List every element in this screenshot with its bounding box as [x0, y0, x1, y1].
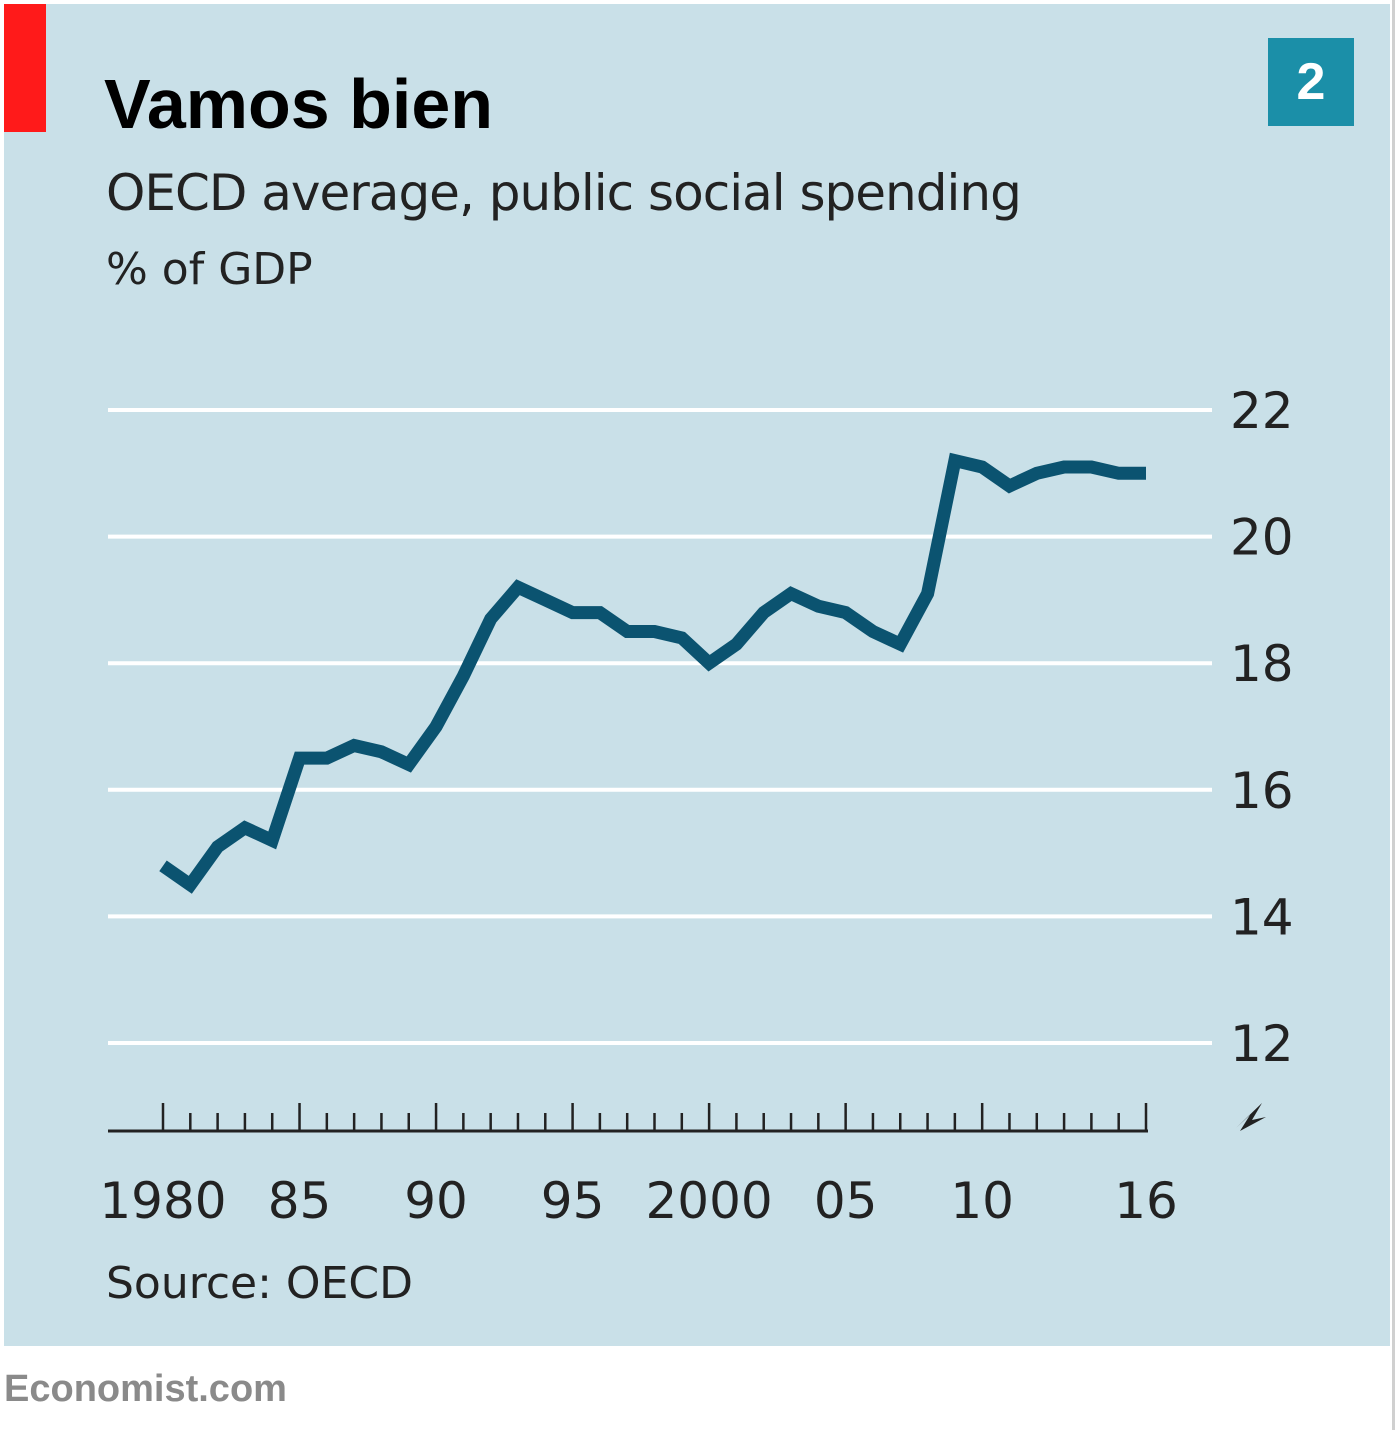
x-tick-label: 2000 [645, 1172, 772, 1230]
y-tick-label: 16 [1230, 762, 1294, 820]
y-axis-labels: 12 14 16 18 20 22 [1230, 382, 1294, 1073]
y-tick-label: 20 [1230, 509, 1294, 567]
x-tick-label: 16 [1114, 1172, 1178, 1230]
x-tick-label: 10 [950, 1172, 1014, 1230]
chart-title: Vamos bien [104, 65, 494, 143]
chart-unit: % of GDP [106, 244, 313, 295]
accent-bar [4, 4, 46, 132]
x-tick-label: 85 [268, 1172, 332, 1230]
x-tick-label: 90 [404, 1172, 468, 1230]
y-tick-label: 12 [1230, 1015, 1294, 1073]
brand-footer: Economist.com [4, 1368, 287, 1410]
chart-panel [4, 4, 1390, 1346]
chart-subtitle: OECD average, public social spending [106, 164, 1022, 222]
x-tick-label: 1980 [99, 1172, 226, 1230]
x-axis-labels: 1980 85 90 95 2000 05 10 16 [99, 1172, 1177, 1230]
x-axis [108, 1103, 1148, 1133]
series-line-0 [159, 452, 1146, 894]
x-tick-label: 05 [814, 1172, 878, 1230]
axis-break-icon [1236, 1103, 1266, 1131]
gridlines [108, 408, 1212, 1045]
source-note: Source: OECD [106, 1258, 413, 1309]
chart-number-badge: 2 [1268, 38, 1354, 126]
page-edge-rule [1392, 0, 1395, 1430]
x-tick-label: 95 [541, 1172, 605, 1230]
y-tick-label: 14 [1230, 888, 1294, 946]
y-tick-label: 22 [1230, 382, 1294, 440]
series-group [159, 452, 1146, 894]
y-tick-label: 18 [1230, 635, 1294, 693]
